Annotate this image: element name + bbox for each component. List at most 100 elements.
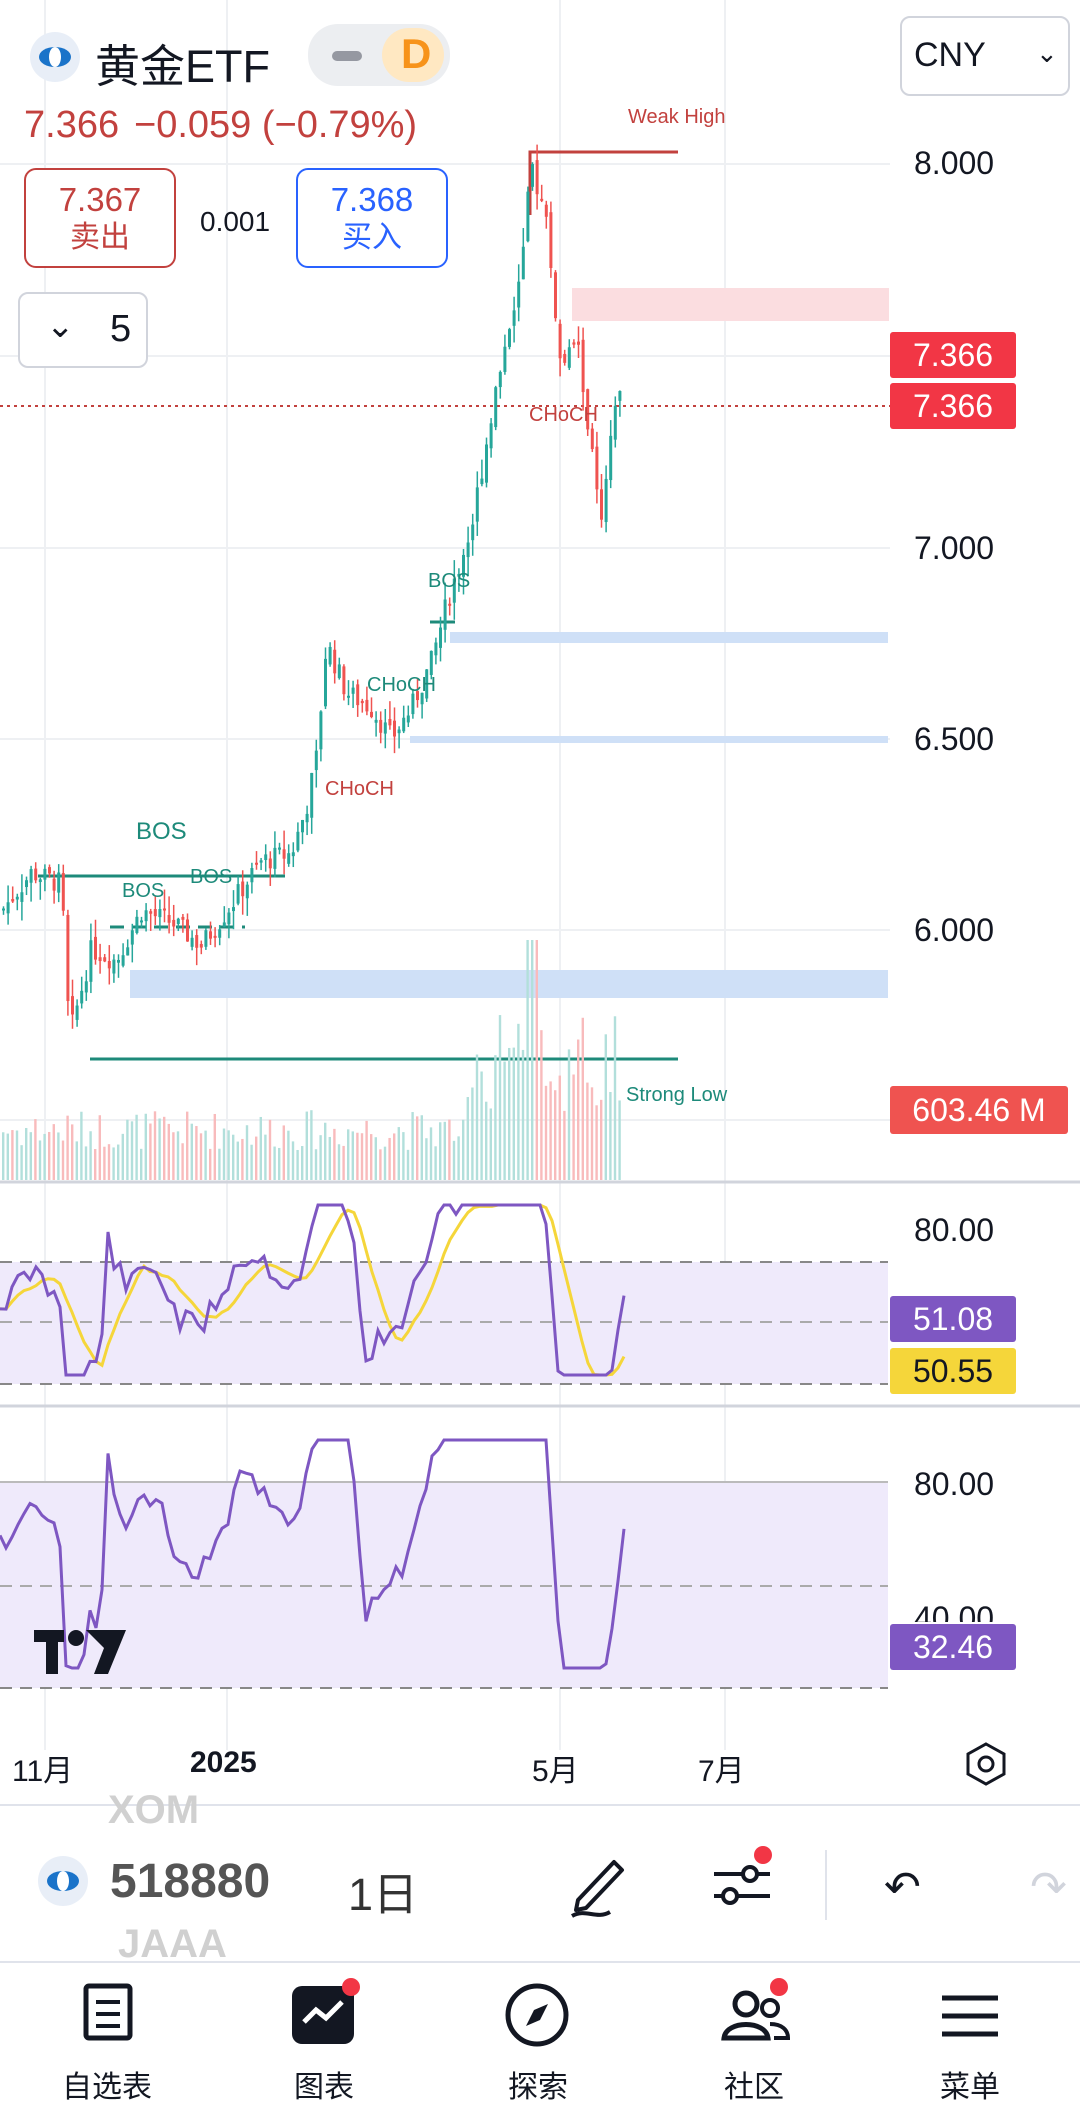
nav-item-menu[interactable]: 菜单 — [924, 1978, 1024, 2108]
volume-bar — [379, 1149, 382, 1180]
currency-select[interactable]: CNY ⌄ — [900, 16, 1070, 96]
drawing-tools-icon[interactable] — [566, 1850, 630, 1925]
time-axis-label: 5月 — [532, 1755, 579, 1788]
volume-bar — [195, 1126, 198, 1180]
candle-body — [291, 852, 295, 857]
candle-body — [370, 711, 373, 717]
candle-body — [604, 478, 608, 523]
osc-axis-label: 40.00 — [914, 1600, 995, 1622]
candle-body — [301, 819, 304, 833]
nav-item-community[interactable]: 社区 — [706, 1978, 806, 2108]
volume-bar — [176, 1131, 180, 1180]
nav-item-explore[interactable]: 探索 — [490, 1978, 590, 2108]
candle-body — [167, 915, 171, 923]
chart-settings-icon[interactable] — [962, 1740, 1010, 1793]
candle-body — [425, 669, 429, 699]
volume-bar — [508, 1047, 511, 1180]
candle-body — [57, 872, 61, 893]
volume-bar — [411, 1112, 414, 1180]
volume-bar — [521, 1049, 525, 1180]
osc-value-tag: 32.46 — [890, 1624, 1016, 1670]
candle-body — [439, 627, 442, 648]
strong-low-label: Strong Low — [626, 1084, 728, 1106]
volume-bar — [89, 1131, 92, 1180]
nav-item-watchlist[interactable]: 自选表 — [58, 1978, 158, 2108]
candle-body — [489, 423, 493, 449]
volume-bar — [245, 1125, 249, 1180]
last-price: 7.366 — [24, 104, 120, 146]
candle-body — [163, 908, 166, 911]
volume-bar — [107, 1144, 111, 1180]
structure-lines — [38, 150, 678, 1061]
volume-bar — [600, 1099, 603, 1180]
volume-bar — [448, 1119, 451, 1180]
volume-bar — [618, 1100, 621, 1180]
volume-bar — [305, 1111, 308, 1180]
volume-bar — [287, 1130, 290, 1180]
indicator-collapse-button[interactable]: ⌄ 5 — [18, 292, 148, 368]
volume-bar — [328, 1136, 331, 1180]
candle-body — [360, 700, 364, 704]
volume-bar — [360, 1133, 364, 1180]
candle-body — [94, 936, 97, 960]
candle-body — [586, 389, 590, 430]
volume-bar — [11, 1130, 14, 1180]
candle-body — [255, 862, 258, 865]
candle-body — [34, 868, 38, 881]
indicators-icon[interactable] — [710, 1846, 774, 1921]
volume-bar — [186, 1111, 189, 1180]
symbol-picker[interactable]: 518880 — [110, 1855, 271, 1908]
candle-body — [457, 573, 461, 577]
close-price-tag: 7.366 — [890, 383, 1016, 429]
candle-body — [296, 831, 300, 851]
candle-body — [199, 943, 203, 948]
bos-label: BOS — [136, 818, 187, 845]
volume-bar — [112, 1147, 115, 1180]
candle-body — [227, 912, 231, 925]
volume-bar — [558, 1075, 561, 1180]
volume-bar — [462, 1119, 465, 1180]
candle-body — [429, 650, 433, 675]
volume-bar — [457, 1136, 460, 1180]
volume-bar — [374, 1137, 377, 1180]
volume-bar — [278, 1147, 281, 1180]
sell-button[interactable]: 7.367 卖出 — [24, 168, 176, 268]
volume-bar — [581, 1017, 584, 1180]
volume-bar — [572, 1074, 575, 1180]
candle-body — [347, 695, 350, 698]
candle-body — [567, 347, 571, 368]
candle-body — [388, 718, 392, 726]
candle-body — [25, 880, 28, 888]
candle-body — [342, 666, 346, 695]
nav-label: 菜单 — [940, 2071, 1000, 2104]
candle-body — [121, 955, 125, 966]
candle-body — [6, 902, 10, 914]
volume-bar — [475, 1054, 479, 1180]
candle-body — [11, 899, 15, 902]
price-axis-label: 6.000 — [914, 912, 995, 948]
last-price-tag: 7.366 — [890, 332, 1016, 378]
candle-body — [98, 957, 102, 962]
volume-bar — [544, 1085, 548, 1180]
nav-item-chart[interactable]: 图表 — [278, 1978, 378, 2108]
candle-body — [416, 691, 419, 701]
candle-body — [38, 879, 42, 883]
volume-bar — [347, 1129, 350, 1180]
volume-bar — [163, 1116, 166, 1180]
candle-body — [107, 960, 111, 969]
symbol-title[interactable]: 黄金ETF — [95, 41, 270, 92]
timeframe-picker[interactable]: 1日 — [348, 1869, 419, 1920]
symbol-scroll-prev: XOM — [108, 1788, 200, 1832]
undo-icon[interactable]: ↶ — [884, 1863, 921, 1912]
volume-bar — [153, 1111, 157, 1180]
buy-button[interactable]: 7.368 买入 — [296, 168, 448, 268]
chart-type-toggle[interactable]: D — [308, 24, 450, 86]
volume-bar — [310, 1110, 313, 1180]
delayed-badge: D — [401, 30, 432, 77]
symbol-scroll-next: JAAA — [118, 1922, 227, 1966]
candle-body — [209, 931, 212, 939]
candle-body — [544, 204, 548, 217]
candle-body — [480, 478, 484, 485]
volume-bar — [420, 1115, 423, 1180]
